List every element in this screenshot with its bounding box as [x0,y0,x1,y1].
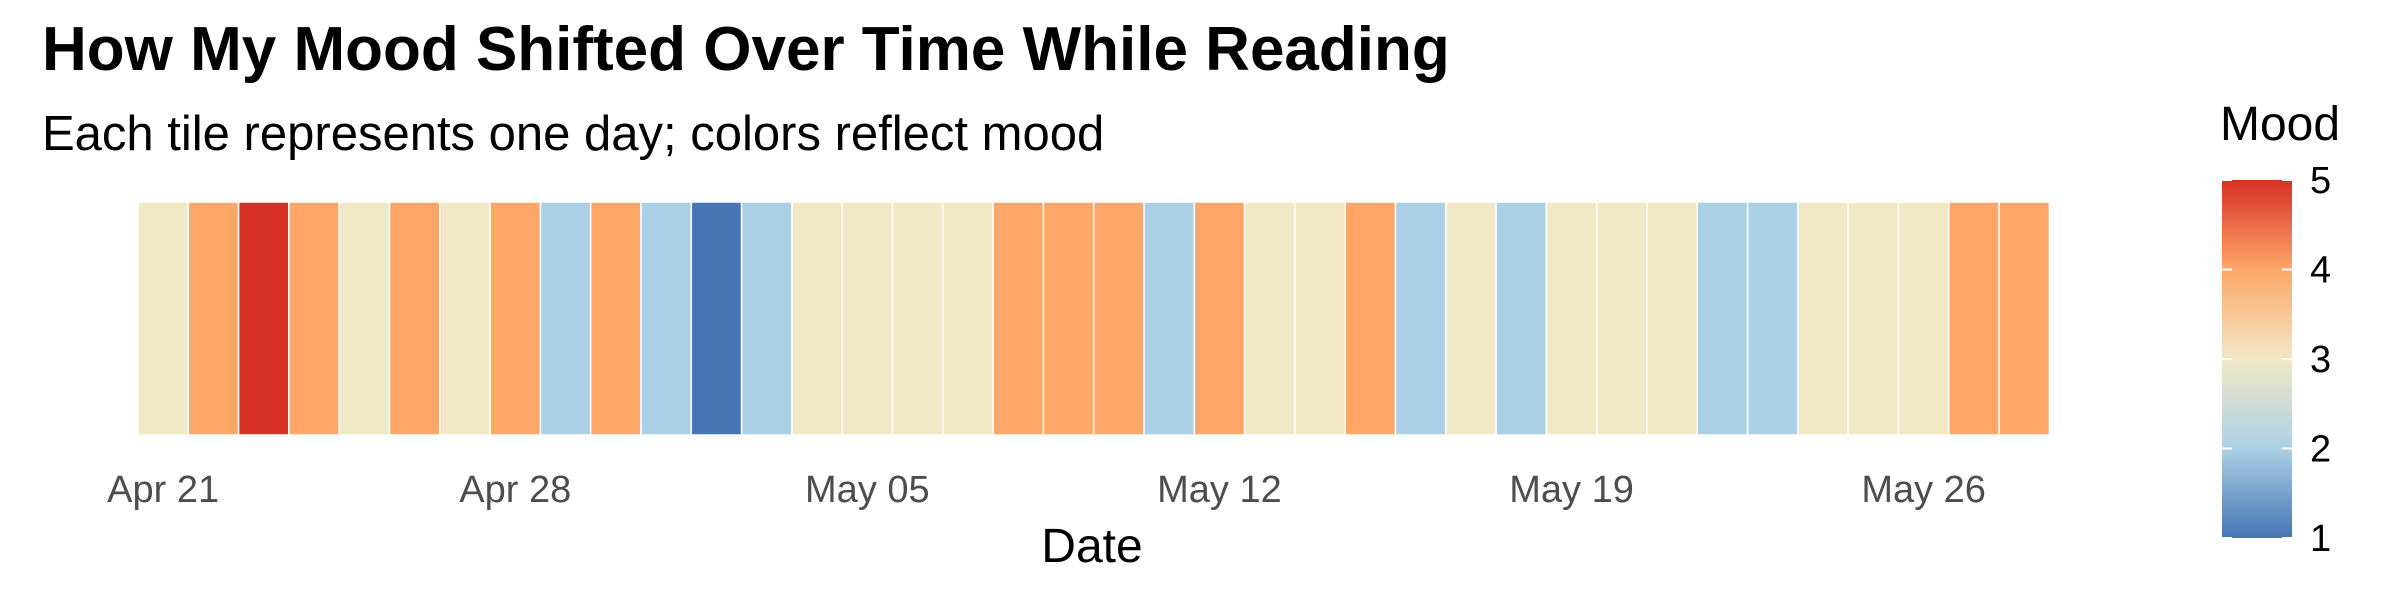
heatmap-tile [1042,201,1095,436]
heatmap-tile [1897,201,1950,436]
heatmap-tile [942,201,994,436]
x-tick-label: Apr 28 [459,469,571,511]
heatmap-tile [1948,201,2000,436]
heatmap-tile [338,201,391,436]
heatmap-tile [1847,201,1900,436]
heatmap-tile [137,201,190,436]
heatmap-tile [640,201,693,436]
chart-title: How My Mood Shifted Over Time While Read… [42,15,1450,84]
heatmap-tile [1143,201,1196,436]
heatmap-tile [1595,201,1648,436]
legend-tick-label: 4 [2310,250,2331,292]
heatmap-tile [1394,201,1447,436]
heatmap-tile [1445,201,1497,436]
heatmap-tile [1294,201,1346,436]
heatmap-tile [237,201,290,436]
x-tick-label: May 19 [1509,469,1634,511]
x-tick-label: Apr 21 [107,469,219,511]
heatmap-tile [1495,201,1548,436]
heatmap-tile [539,201,592,436]
heatmap-tiles [137,201,2051,436]
x-tick-label: May 05 [805,469,930,511]
heatmap-tile [992,201,1045,436]
heatmap-tile [1193,201,1246,436]
heatmap-tile [288,201,340,436]
heatmap-tile [891,201,944,436]
heatmap-tile [1696,201,1749,436]
heatmap-tile [1545,201,1598,436]
heatmap-tile [1797,201,1849,436]
heatmap-tile [740,201,793,436]
heatmap-tile [1746,201,1799,436]
heatmap-tile [791,201,843,436]
chart-subtitle: Each tile represents one day; colors ref… [42,107,1105,161]
heatmap-tile [187,201,240,436]
heatmap-tile [388,201,441,436]
heatmap-tile [1243,201,1296,436]
legend-tick-label: 1 [2310,518,2331,560]
heatmap-tile [489,201,542,436]
x-tick-label: May 26 [1861,469,1986,511]
x-tick-label: May 12 [1157,469,1282,511]
heatmap-tile [439,201,491,436]
legend-tick-label: 5 [2310,160,2331,202]
legend-colorbar [2222,180,2292,538]
heatmap-tile [1092,201,1145,436]
legend-tick-label: 3 [2310,339,2331,381]
legend-title: Mood [2220,98,2340,151]
heatmap-tile [1998,201,2051,436]
legend: Mood 5 4 3 2 1 [2220,98,2340,560]
heatmap-tile [1646,201,1699,436]
x-axis-label: Date [1041,520,1142,573]
legend-tick-label: 2 [2310,429,2331,471]
heatmap-tile [589,201,642,436]
heatmap-tile [841,201,894,436]
heatmap-tile [690,201,743,436]
x-axis-ticks: Apr 21 Apr 28 May 05 May 12 May 19 May 26 [107,469,1986,511]
heatmap-tile [1344,201,1397,436]
